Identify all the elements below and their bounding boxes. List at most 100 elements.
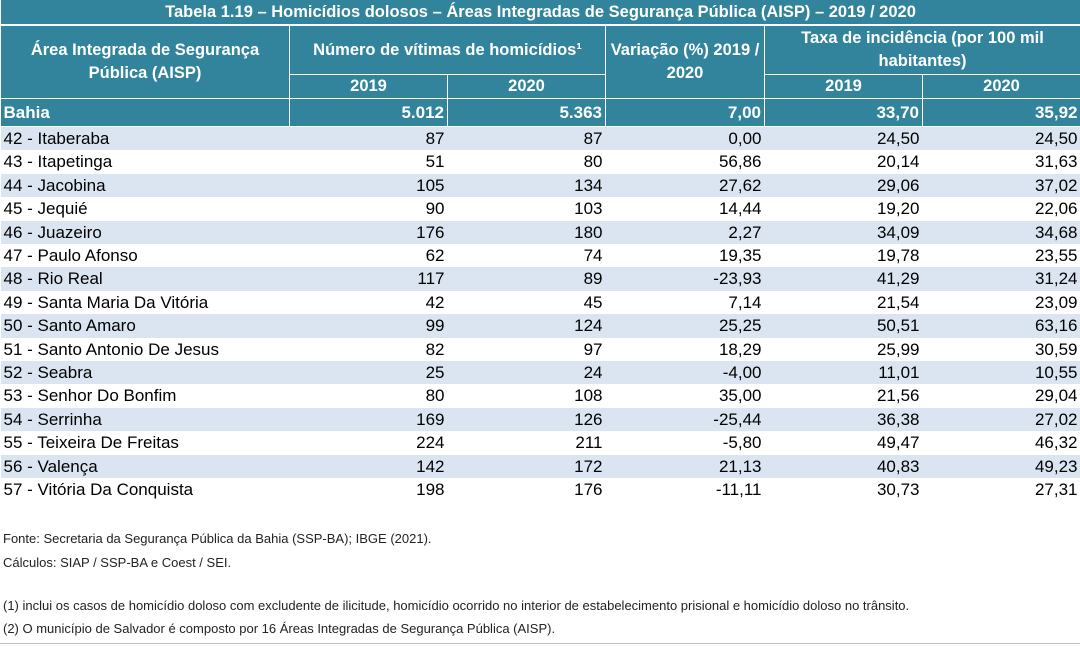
row-rate-2019: 49,47 <box>876 433 920 453</box>
row-victims-2019: 90 <box>425 199 445 219</box>
row-variation: 2,27 <box>605 220 765 245</box>
row-variation: -4,00 <box>605 361 765 385</box>
table-title: Tabela 1.19 – Homicídios dolosos – Áreas… <box>0 0 1080 26</box>
row-variation: 14,44 <box>718 199 762 219</box>
table-row: 54 - Serrinha 169 126 -25,44 36,38 27,02 <box>0 407 1080 432</box>
table-row: 45 - Jequié 90 103 14,44 19,20 22,06 <box>1 197 1080 220</box>
row-victims-2020: 172 <box>447 454 606 479</box>
row-victims-2019: 117 <box>289 267 448 291</box>
total-rate-2020: 35,92 <box>922 98 1080 127</box>
row-variation: 35,00 <box>718 386 762 406</box>
row-name: 45 - Jequié <box>3 199 88 219</box>
row-victims-2020: 87 <box>447 126 606 151</box>
table-row: 47 - Paulo Afonso 62 74 19,35 19,78 23,55 <box>1 244 1080 267</box>
row-victims-2020: 126 <box>447 407 606 432</box>
table-row: 52 - Seabra 25 24 -4,00 11,01 10,55 <box>0 361 1080 385</box>
row-victims-2020: 108 <box>574 386 603 406</box>
row-variation: 18,29 <box>718 339 762 359</box>
header-rate-2020: 2020 <box>922 74 1080 99</box>
row-rate-2019: 25,99 <box>876 339 920 359</box>
table-row: 48 - Rio Real 117 89 -23,93 41,29 31,24 <box>0 267 1080 291</box>
row-rate-2019: 34,09 <box>764 220 923 245</box>
row-victims-2019: 82 <box>425 339 445 359</box>
row-variation: -25,44 <box>605 407 765 432</box>
table-row: 53 - Senhor Do Bonfim 80 108 35,00 21,56 29,0… <box>1 384 1080 407</box>
row-name: 48 - Rio Real <box>0 267 290 291</box>
row-rate-2020: 27,02 <box>922 407 1080 432</box>
row-rate-2020: 29,04 <box>1034 386 1078 406</box>
row-victims-2020: 80 <box>583 152 603 172</box>
table-row: 49 - Santa Maria Da Vitória 42 45 7,14 21,54… <box>1 291 1080 314</box>
row-victims-2020: 124 <box>447 314 606 338</box>
row-rate-2020: 34,68 <box>922 220 1080 245</box>
row-rate-2020: 46,32 <box>1034 433 1078 453</box>
row-rate-2020: 10,55 <box>922 361 1080 385</box>
row-rate-2019: 11,01 <box>764 361 923 385</box>
row-rate-2019: 21,54 <box>876 292 920 312</box>
row-victims-2019: 169 <box>289 407 448 432</box>
row-variation: -11,11 <box>715 480 762 500</box>
row-rate-2019: 29,06 <box>764 173 923 198</box>
row-name: 54 - Serrinha <box>0 407 290 432</box>
row-victims-2020: 134 <box>447 173 606 198</box>
row-rate-2019: 24,50 <box>764 126 923 151</box>
row-victims-2020: 211 <box>575 433 603 453</box>
row-victims-2019: 142 <box>289 454 448 479</box>
row-rate-2020: 37,02 <box>922 173 1080 198</box>
row-rate-2019: 20,14 <box>876 152 920 172</box>
row-victims-2020: 97 <box>583 339 603 359</box>
row-victims-2020: 103 <box>574 199 603 219</box>
row-victims-2019: 176 <box>289 220 448 245</box>
row-variation: 27,62 <box>605 173 765 198</box>
row-victims-2020: 176 <box>574 480 603 500</box>
row-victims-2019: 224 <box>416 433 445 453</box>
row-variation: 19,35 <box>718 246 762 266</box>
header-rate: Taxa de incidência (por 100 mil habitant… <box>764 24 1080 75</box>
table-row: 57 - Vitória Da Conquista 198 176 -11,11 30,… <box>1 478 1080 501</box>
header-rate-2019: 2019 <box>764 74 923 99</box>
header-victims: Número de vítimas de homicídios¹ <box>289 24 606 75</box>
row-rate-2019: 30,73 <box>876 480 920 500</box>
row-rate-2019: 21,56 <box>876 386 920 406</box>
row-variation: 56,86 <box>718 152 762 172</box>
row-variation: 0,00 <box>605 126 765 151</box>
row-victims-2019: 80 <box>425 386 445 406</box>
source-note: Fonte: Secretaria da Segurança Pública d… <box>3 531 432 546</box>
row-victims-2020: 74 <box>583 246 603 266</box>
header-victims-2019: 2019 <box>289 74 448 99</box>
row-variation: 7,14 <box>728 292 762 312</box>
row-name: 51 - Santo Antonio De Jesus <box>3 339 219 359</box>
row-variation: 25,25 <box>605 314 765 338</box>
row-victims-2019: 87 <box>289 126 448 151</box>
footnote-2: (2) O município de Salvador é composto p… <box>3 621 556 636</box>
row-victims-2019: 105 <box>289 173 448 198</box>
table-row: 50 - Santo Amaro 99 124 25,25 50,51 63,16 <box>0 314 1080 338</box>
header-area: Área Integrada de Segurança Pública (AIS… <box>0 24 290 99</box>
table-row: 42 - Itaberaba 87 87 0,00 24,50 24,50 <box>0 126 1080 151</box>
row-victims-2020: 24 <box>447 361 606 385</box>
total-rate-2019: 33,70 <box>764 98 923 127</box>
row-victims-2020: 45 <box>583 292 603 312</box>
row-victims-2020: 89 <box>447 267 606 291</box>
total-victims-2019: 5.012 <box>289 98 448 127</box>
total-variation: 7,00 <box>605 98 765 127</box>
row-victims-2019: 198 <box>416 480 445 500</box>
row-name: 52 - Seabra <box>0 361 290 385</box>
row-rate-2020: 31,24 <box>922 267 1080 291</box>
row-name: 57 - Vitória Da Conquista <box>3 480 194 500</box>
total-name: Bahia <box>0 98 290 127</box>
header-variation: Variação (%) 2019 / 2020 <box>605 24 765 99</box>
row-victims-2019: 62 <box>425 246 445 266</box>
homicide-table: Tabela 1.19 – Homicídios dolosos – Áreas… <box>0 0 1080 501</box>
row-victims-2019: 42 <box>425 292 445 312</box>
table-row: 46 - Juazeiro 176 180 2,27 34,09 34,68 <box>0 220 1080 245</box>
bottom-rule <box>0 643 1080 644</box>
row-variation: -5,80 <box>722 433 762 453</box>
row-rate-2020: 22,06 <box>1034 199 1078 219</box>
row-rate-2019: 50,51 <box>764 314 923 338</box>
row-rate-2019: 19,78 <box>876 246 920 266</box>
row-rate-2020: 31,63 <box>1034 152 1078 172</box>
row-rate-2020: 23,09 <box>1034 292 1078 312</box>
table-row: 51 - Santo Antonio De Jesus 82 97 18,29 25,9… <box>1 338 1080 361</box>
